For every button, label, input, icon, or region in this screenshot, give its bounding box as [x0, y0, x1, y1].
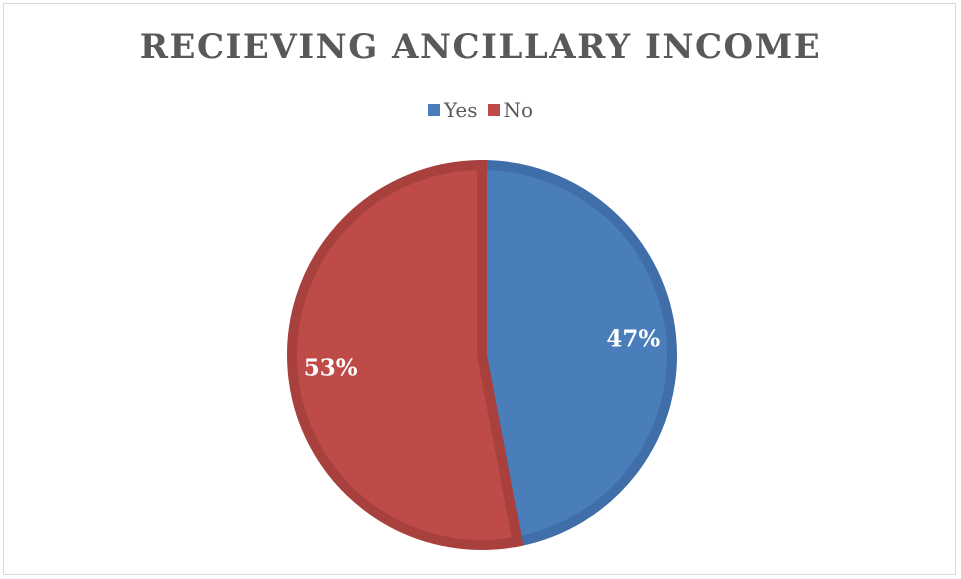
- data-label-no: 53%: [304, 354, 358, 381]
- legend-item-no: No: [487, 98, 534, 122]
- legend-item-yes: Yes: [427, 98, 478, 122]
- chart-legend: Yes No: [0, 98, 961, 122]
- pie-slices: [287, 159, 677, 550]
- pie-slice-no: [287, 159, 524, 550]
- data-label-yes: 47%: [606, 326, 660, 353]
- chart-title: RECIEVING ANCILLARY INCOME: [139, 27, 822, 67]
- legend-swatch-yes: [427, 104, 440, 116]
- legend-swatch-no: [487, 104, 500, 116]
- pie-labels: 47% 53%: [304, 326, 661, 382]
- pie-slice-yes: [477, 159, 677, 548]
- legend-label-yes: Yes: [443, 98, 478, 122]
- legend-label-no: No: [503, 98, 534, 122]
